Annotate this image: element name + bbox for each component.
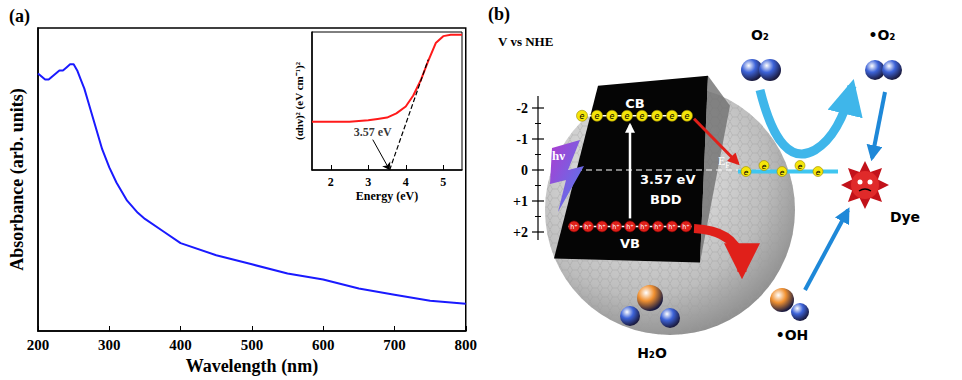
svg-text:Dye: Dye — [890, 209, 920, 225]
svg-text:3.57 eV: 3.57 eV — [640, 172, 695, 187]
svg-text:e: e — [610, 112, 615, 121]
svg-text:(αhν)² (eV cm⁻¹)²: (αhν)² (eV cm⁻¹)² — [293, 61, 306, 140]
svg-text:-2: -2 — [516, 101, 528, 116]
svg-text:V vs NHE: V vs NHE — [498, 34, 553, 49]
svg-text:VB: VB — [620, 236, 640, 251]
svg-text:h⁺: h⁺ — [626, 223, 634, 231]
svg-text:0: 0 — [521, 163, 528, 178]
svg-text:4: 4 — [403, 175, 409, 189]
svg-text:e: e — [670, 112, 675, 121]
svg-text:700: 700 — [383, 337, 406, 353]
svg-text:h⁺: h⁺ — [570, 223, 578, 231]
svg-text:+2: +2 — [513, 225, 528, 240]
svg-text:Wavelength (nm): Wavelength (nm) — [186, 356, 319, 377]
svg-text:H₂O: H₂O — [637, 345, 667, 361]
svg-text:•O₂: •O₂ — [869, 27, 896, 43]
svg-text:e: e — [762, 162, 767, 171]
svg-text:e: e — [640, 112, 645, 121]
svg-text:h⁺: h⁺ — [584, 223, 592, 231]
svg-text:EF: EF — [718, 154, 730, 170]
svg-text:CB: CB — [625, 96, 644, 111]
svg-text:e: e — [655, 112, 660, 121]
svg-text:h⁺: h⁺ — [598, 223, 606, 231]
svg-text:500: 500 — [241, 337, 264, 353]
svg-text:3: 3 — [365, 175, 371, 189]
svg-text:(b): (b) — [488, 4, 510, 25]
svg-text:3.57 eV: 3.57 eV — [354, 125, 392, 139]
svg-text:Energy (eV): Energy (eV) — [356, 189, 418, 203]
svg-text:e: e — [580, 112, 585, 121]
svg-text:400: 400 — [169, 337, 192, 353]
svg-text:e: e — [816, 168, 821, 177]
svg-text:Absorbance (arb. units): Absorbance (arb. units) — [7, 88, 28, 271]
svg-text:e: e — [595, 112, 600, 121]
svg-text:800: 800 — [455, 337, 478, 353]
svg-text:-1: -1 — [516, 132, 528, 147]
svg-text:300: 300 — [98, 337, 121, 353]
svg-text:+1: +1 — [513, 194, 528, 209]
svg-text:h⁺: h⁺ — [682, 223, 690, 231]
svg-text:h⁺: h⁺ — [668, 223, 676, 231]
svg-text:e: e — [798, 162, 803, 171]
svg-text:e: e — [780, 168, 785, 177]
svg-text:h⁺: h⁺ — [654, 223, 662, 231]
svg-text:200: 200 — [27, 337, 50, 353]
svg-text:e: e — [625, 112, 630, 121]
svg-text:•OH: •OH — [776, 327, 809, 343]
svg-text:h⁺: h⁺ — [612, 223, 620, 231]
svg-text:e: e — [685, 112, 690, 121]
svg-text:h⁺: h⁺ — [640, 223, 648, 231]
svg-text:hν: hν — [552, 148, 565, 163]
svg-text:600: 600 — [312, 337, 335, 353]
svg-text:(a): (a) — [9, 6, 30, 27]
svg-text:e: e — [744, 168, 749, 177]
svg-text:BDD: BDD — [650, 192, 682, 207]
svg-text:O₂: O₂ — [751, 27, 769, 43]
svg-text:2: 2 — [328, 175, 334, 189]
svg-text:5: 5 — [440, 175, 446, 189]
